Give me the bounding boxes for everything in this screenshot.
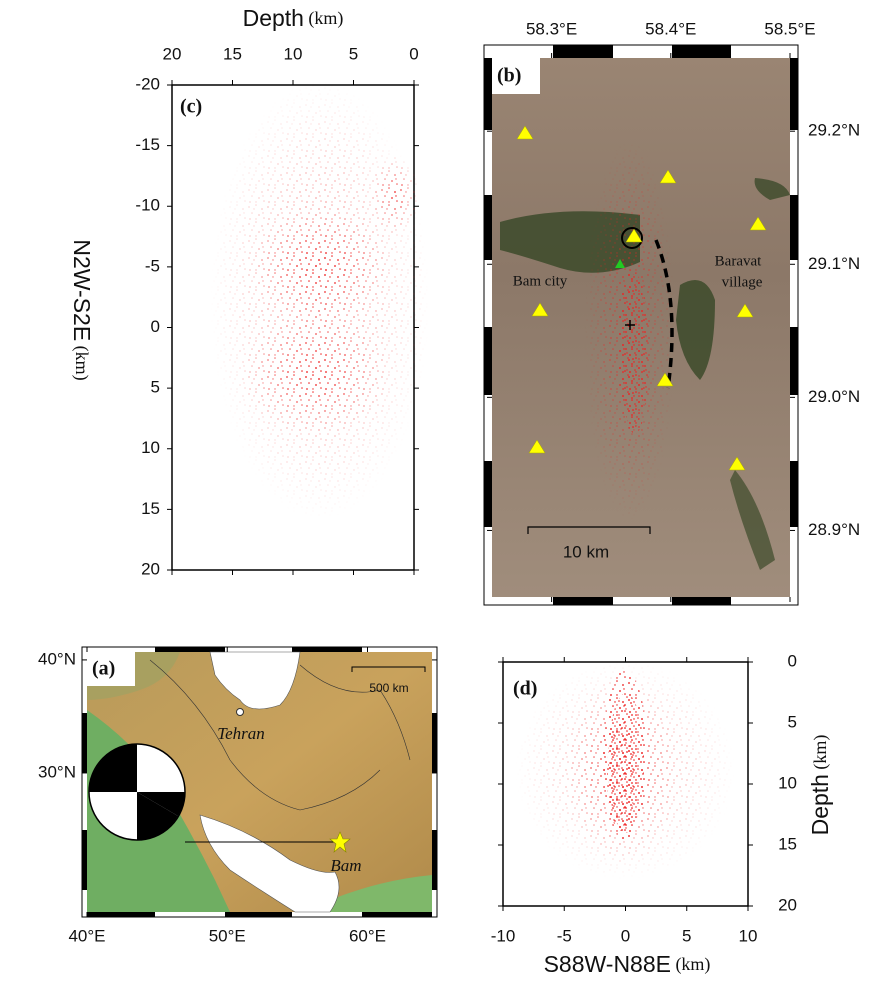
y-tick-label: 29.1°N: [808, 254, 860, 273]
y-tick-label: 0: [151, 317, 160, 336]
axis-unit: (km): [308, 8, 343, 29]
x-tick-label: 0: [621, 926, 630, 945]
y-tick-label: 20: [778, 895, 797, 914]
panel-label: (b): [497, 65, 521, 87]
x-tick-label: 40°E: [68, 926, 105, 945]
y-tick-label: 5: [151, 378, 160, 397]
label-box: [492, 58, 540, 94]
panel-b: (b) Bam city Baravat village 10 km: [483, 44, 799, 606]
y-tick-label: 5: [788, 712, 797, 731]
x-tick-label: 58.5°E: [764, 19, 815, 38]
axis-unit: (km): [810, 735, 831, 770]
panel-label: (c): [180, 96, 202, 118]
y-tick-label: 29.2°N: [808, 121, 860, 140]
axis-unit: (km): [675, 954, 710, 975]
axis-title-text: N2W-S2E: [69, 239, 95, 341]
y-tick-label: -15: [135, 135, 160, 154]
panel-c: (c) Depth (km) N2W-S2E (km): [69, 5, 430, 571]
place-label: Tehran: [217, 724, 265, 743]
axis-unit: (km): [71, 346, 92, 381]
x-tick-label: 15: [223, 44, 242, 63]
persian-gulf: [199, 814, 340, 913]
axis-title-text: Depth: [807, 774, 833, 835]
x-tick-label: -10: [491, 926, 516, 945]
y-tick-label: 20: [141, 559, 160, 578]
cloud: [370, 155, 420, 235]
y-tick-label: -10: [135, 196, 160, 215]
scale-bar: [351, 666, 426, 672]
y-tick-label: 30°N: [38, 762, 76, 781]
centroid-cross: [625, 320, 635, 330]
x-tick-label: 50°E: [209, 926, 246, 945]
panel-label: (d): [513, 678, 537, 700]
scale-label: 500 km: [369, 681, 408, 695]
cloud: [250, 210, 390, 320]
x-tick-label: 0: [409, 44, 418, 63]
scale-bar: [527, 526, 651, 534]
scale-label: 10 km: [563, 542, 609, 561]
x-tick-label: 20: [163, 44, 182, 63]
x-tick-label: -5: [557, 926, 572, 945]
bam-star: [329, 831, 351, 853]
y-tick-label: 40°N: [38, 649, 76, 668]
y-tick-label: 15: [141, 499, 160, 518]
cloud: [240, 315, 390, 435]
panel-label: (a): [92, 658, 115, 680]
beachball-quadrants: [137, 792, 185, 816]
beachball-quadrants: [89, 744, 178, 840]
caspian-sea: [209, 651, 301, 710]
axis-title: S88W-N88E (km): [544, 951, 711, 977]
seismicity-cloud: [210, 80, 430, 520]
label-box: [87, 652, 135, 686]
x-tick-label: 10: [284, 44, 303, 63]
place-label: village: [722, 274, 763, 290]
borders: [149, 659, 411, 811]
x-tick-label: 5: [682, 926, 691, 945]
tehran-marker: [236, 708, 244, 716]
axis-title: N2W-S2E (km): [69, 239, 95, 380]
seismicity-cloud: [515, 660, 735, 880]
axis-title: Depth (km): [807, 735, 833, 836]
y-tick-label: -20: [135, 74, 160, 93]
cloud: [621, 274, 649, 434]
place-label: Baravat: [715, 253, 762, 269]
y-tick-label: 10: [778, 773, 797, 792]
fault-trace: [654, 239, 674, 389]
x-tick-label: 58.4°E: [645, 19, 696, 38]
axis-title-text: Depth: [243, 5, 304, 31]
epicenter-circle: [621, 227, 643, 249]
panel-d: (d) S88W-N88E (km) Depth (km): [502, 660, 833, 977]
x-tick-label: 5: [349, 44, 358, 63]
cloud: [607, 721, 635, 831]
y-tick-label: 15: [778, 834, 797, 853]
place-label: Bam: [330, 856, 361, 875]
stations: [516, 125, 767, 471]
x-tick-label: 10: [739, 926, 758, 945]
y-tick-label: 28.9°N: [808, 520, 860, 539]
checker-border: [82, 647, 437, 917]
axis-title-text: S88W-N88E: [544, 951, 671, 977]
y-tick-label: 29.0°N: [808, 387, 860, 406]
y-tick-label: 0: [788, 651, 797, 670]
place-label: Bam city: [513, 273, 568, 289]
axis-title: Depth (km): [243, 5, 344, 31]
green-triangle: [615, 259, 625, 268]
checker-border: [484, 45, 798, 605]
y-tick-label: -5: [145, 256, 160, 275]
y-tick-label: 10: [141, 438, 160, 457]
x-tick-label: 58.3°E: [526, 19, 577, 38]
x-tick-label: 60°E: [349, 926, 386, 945]
panel-a: (a) 500 km Tehran Bam: [81, 646, 438, 918]
